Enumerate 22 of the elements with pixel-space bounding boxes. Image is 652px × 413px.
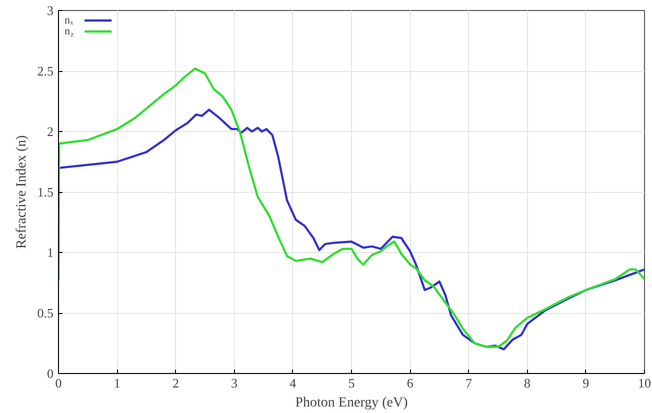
y-tick-label: 1.5 <box>37 184 54 200</box>
x-tick-label: 10 <box>638 376 651 390</box>
x-tick-label: 4 <box>290 376 297 390</box>
x-tick-label: 8 <box>524 376 531 390</box>
y-tick-label: 0 <box>47 366 54 381</box>
x-tick-label: 2 <box>172 376 179 390</box>
x-tick-label: 1 <box>114 376 120 390</box>
line-series <box>58 67 644 348</box>
x-tick-label: 3 <box>231 376 238 390</box>
x-tick-label: 9 <box>582 376 590 390</box>
y-tick-label: 2 <box>47 124 54 139</box>
legend-label: nₓ <box>64 14 74 26</box>
x-tick-label: 6 <box>406 376 414 390</box>
y-tick-label: 2.5 <box>37 64 54 78</box>
x-axis-title: Photon Energy (eV) <box>295 396 408 410</box>
x-tick-label: 7 <box>465 376 472 390</box>
y-tick-label: 3 <box>47 3 54 18</box>
y-tick-label: 0.5 <box>37 306 54 320</box>
y-tick-label: 1 <box>47 245 54 260</box>
line-series <box>58 108 644 350</box>
y-axis-title: Refractive Index (n) <box>14 134 30 249</box>
x-tick-label: 5 <box>348 376 355 390</box>
